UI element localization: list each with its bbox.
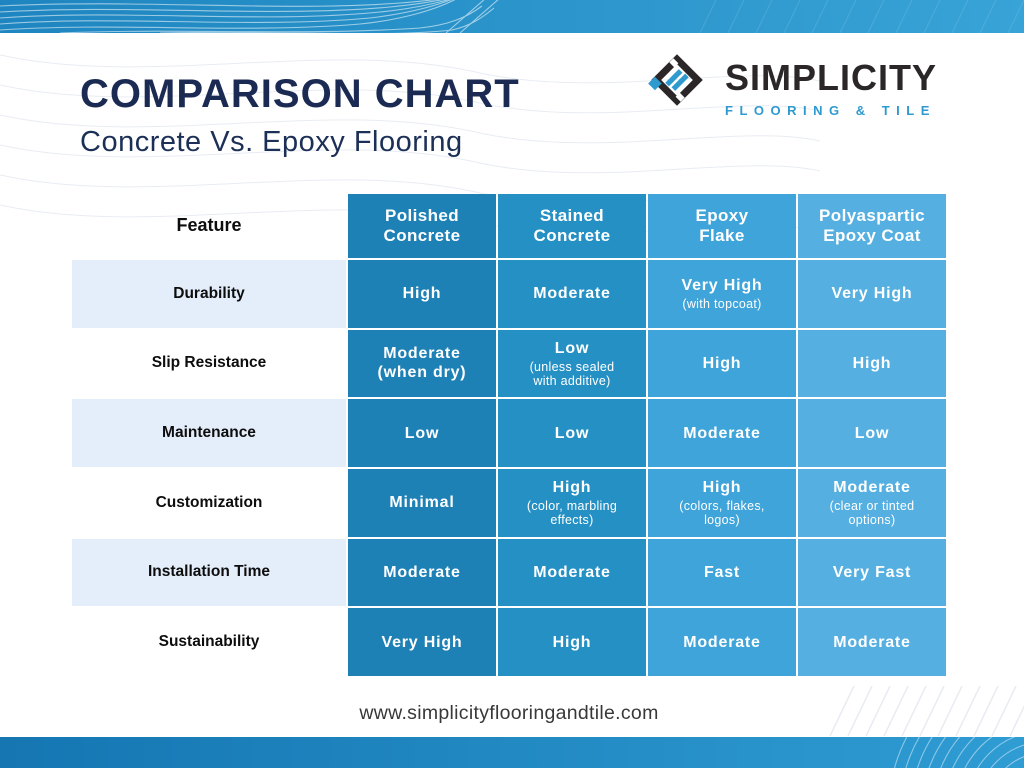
logo-wordmark: SIMPLICITY: [725, 57, 938, 98]
cell-note: (with topcoat): [682, 297, 762, 312]
cell-value: Moderate: [833, 633, 911, 651]
table-cell: Very High: [798, 260, 946, 328]
cell-value: High: [402, 285, 442, 303]
cell-note: (unless sealed with additive): [529, 359, 615, 389]
table-cell: Low (unless sealed with additive): [498, 329, 646, 398]
table-cell: Fast: [648, 538, 796, 607]
cell-value: Low: [854, 424, 890, 442]
row-label-maintenance: Maintenance: [72, 399, 346, 467]
cell-note: (colors, flakes, logos): [679, 499, 765, 528]
comparison-table: Feature Polished Concrete Stained Concre…: [72, 194, 946, 676]
cell-value: High: [552, 633, 592, 651]
table-cell: Very High (with topcoat): [648, 260, 796, 328]
table-cell: Moderate: [798, 608, 946, 676]
row-label-customization: Customization: [155, 493, 263, 511]
table-cell: High (color, marbling effects): [498, 468, 646, 537]
column-header-feature: Feature: [176, 215, 242, 236]
cell-value: High: [552, 478, 592, 496]
cell-value: Low: [554, 339, 590, 357]
top-banner-wave-pattern: [0, 0, 1024, 33]
cell-value: High: [852, 354, 892, 372]
column-header-stained-concrete: Stained Concrete: [498, 194, 646, 258]
logo-diamond-icon: [648, 54, 703, 106]
cell-value: High: [702, 354, 742, 372]
table-cell: High: [348, 260, 496, 328]
cell-value: Low: [404, 424, 440, 442]
cell-value: Moderate: [383, 563, 461, 581]
cell-value: Moderate: [683, 633, 761, 651]
table-cell: High: [498, 608, 646, 676]
table-cell: High: [798, 329, 946, 398]
table-cell: Moderate (when dry): [348, 329, 496, 398]
cell-value: High: [702, 478, 742, 496]
cell-value: Moderate: [833, 478, 911, 496]
cell-value: Very High: [681, 277, 763, 295]
cell-value: Moderate: [533, 563, 611, 581]
row-label-durability: Durability: [72, 260, 346, 328]
cell-note: (color, marbling effects): [526, 499, 618, 528]
cell-value: Very Fast: [832, 563, 912, 581]
table-cell: High (colors, flakes, logos): [648, 468, 796, 537]
table-cell: Moderate: [648, 608, 796, 676]
bottom-banner-wave-pattern: [0, 737, 1024, 768]
cell-value: Minimal: [389, 494, 455, 512]
column-header-epoxy-flake: Epoxy Flake: [648, 194, 796, 258]
logo-tagline: FLOORING & TILE: [725, 103, 936, 118]
cell-value: Fast: [703, 563, 741, 581]
table-cell: Low: [348, 399, 496, 467]
table-cell: Moderate: [348, 538, 496, 607]
website-url: www.simplicityflooringandtile.com: [359, 702, 659, 724]
row-label-installation-time: Installation Time: [72, 538, 346, 607]
row-label-sustainability: Sustainability: [158, 632, 260, 650]
table-cell: Low: [498, 399, 646, 467]
brand-logo: SIMPLICITY FLOORING & TILE: [645, 48, 937, 117]
table-cell: Very High: [348, 608, 496, 676]
cell-value: Moderate (when dry): [377, 345, 467, 382]
cell-value: Low: [554, 424, 590, 442]
table-cell: Low: [798, 399, 946, 467]
table-cell: High: [648, 329, 796, 398]
column-header-polished-concrete: Polished Concrete: [348, 194, 496, 258]
cell-value: Moderate: [683, 424, 761, 442]
cell-value: Moderate: [533, 285, 611, 303]
cell-value: Very High: [831, 285, 913, 303]
table-cell: Moderate: [498, 538, 646, 607]
cell-value: Very High: [381, 633, 463, 651]
page-subtitle: Concrete Vs. Epoxy Flooring: [80, 126, 463, 158]
table-cell: Very Fast: [798, 538, 946, 607]
table-cell: Moderate: [498, 260, 646, 328]
row-label-slip-resistance: Slip Resistance: [151, 354, 267, 372]
cell-note: (clear or tinted options): [829, 499, 915, 528]
column-header-polyaspartic: Polyaspartic Epoxy Coat: [798, 194, 946, 258]
table-cell: Moderate: [648, 399, 796, 467]
page-title: COMPARISON CHART: [80, 72, 520, 116]
table-cell: Minimal: [348, 468, 496, 537]
table-cell: Moderate (clear or tinted options): [798, 468, 946, 537]
